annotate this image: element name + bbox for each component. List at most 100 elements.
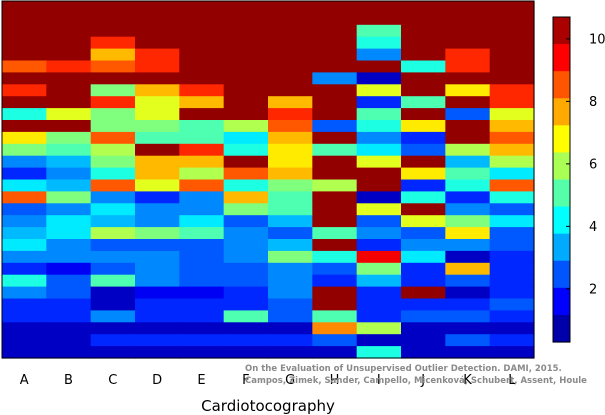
- heatmap-cell: [401, 322, 446, 335]
- heatmap-cell: [401, 346, 446, 359]
- heatmap-cell: [312, 250, 358, 264]
- heatmap-cell: [2, 120, 47, 133]
- heatmap-cell: [312, 346, 358, 359]
- heatmap-cell: [312, 179, 358, 192]
- colorbar-segment: [553, 260, 570, 289]
- heatmap-cell: [2, 310, 47, 323]
- heatmap-cell: [135, 250, 180, 264]
- heatmap-cell: [401, 1, 446, 14]
- heatmap-cell: [312, 60, 358, 73]
- heatmap-cell: [489, 298, 535, 311]
- heatmap-cell: [356, 72, 402, 85]
- heatmap-cell: [445, 227, 491, 240]
- heatmap-cell: [445, 24, 491, 38]
- x-tick-labels: A B C D E F G H I J K L: [20, 373, 516, 388]
- heatmap-cell: [135, 346, 180, 359]
- heatmap-cell: [179, 84, 225, 97]
- heatmap-cell: [223, 84, 269, 97]
- heatmap-cell: [312, 239, 358, 252]
- heatmap-cell: [401, 72, 446, 85]
- heatmap-cell: [179, 72, 225, 85]
- heatmap-cell: [312, 24, 358, 38]
- x-tick-label: I: [377, 373, 381, 388]
- heatmap-cell: [312, 120, 358, 133]
- heatmap-cell: [135, 143, 180, 157]
- heatmap-cell: [90, 298, 136, 311]
- heatmap-cell: [268, 298, 313, 311]
- x-tick-label: H: [330, 373, 340, 388]
- heatmap-cell: [2, 131, 47, 145]
- heatmap-cell: [135, 1, 180, 14]
- heatmap-cell: [179, 227, 225, 240]
- colorbar-tick-label: 4: [589, 220, 597, 235]
- heatmap-cell: [179, 96, 225, 109]
- x-tick-label: C: [108, 373, 117, 388]
- colorbar-segment: [553, 125, 570, 154]
- heatmap-cell: [489, 286, 535, 300]
- heatmap-cell: [223, 262, 269, 276]
- heatmap-cell: [179, 120, 225, 133]
- heatmap-cell: [356, 286, 402, 300]
- heatmap-cell: [46, 262, 92, 276]
- heatmap-cell: [2, 167, 47, 181]
- heatmap-cell: [445, 72, 491, 85]
- heatmap-cell: [356, 179, 402, 192]
- heatmap-cell: [312, 155, 358, 169]
- heatmap-cell: [356, 120, 402, 133]
- heatmap-cell: [401, 239, 446, 252]
- heatmap-cell: [268, 346, 313, 359]
- heatmap-cell: [445, 191, 491, 204]
- heatmap-cell: [268, 262, 313, 276]
- heatmap-cell: [356, 48, 402, 62]
- heatmap-cell: [135, 84, 180, 97]
- heatmap-cell: [356, 84, 402, 97]
- heatmap-cell: [489, 36, 535, 50]
- heatmap-cell: [312, 48, 358, 62]
- heatmap-cell: [223, 203, 269, 216]
- heatmap-cell: [46, 203, 92, 216]
- heatmap-cell: [2, 108, 47, 121]
- heatmap-cell: [356, 143, 402, 157]
- heatmap-cell: [179, 274, 225, 288]
- heatmap-cell: [135, 286, 180, 300]
- heatmap-cell: [46, 1, 92, 14]
- heatmap-cell: [445, 346, 491, 359]
- colorbar-segment: [553, 98, 570, 126]
- heatmap-cell: [489, 191, 535, 204]
- heatmap-cell: [46, 191, 92, 204]
- colorbar-segment: [553, 44, 570, 72]
- heatmap-cell: [90, 120, 136, 133]
- heatmap-cell: [46, 298, 92, 311]
- heatmap-cell: [312, 108, 358, 121]
- heatmap-cell: [135, 60, 180, 73]
- heatmap-cell: [2, 36, 47, 50]
- heatmap-cell: [312, 191, 358, 204]
- heatmap-cell: [445, 96, 491, 109]
- heatmap-cell: [223, 60, 269, 73]
- heatmap-cell: [46, 108, 92, 121]
- heatmap-cell: [90, 227, 136, 240]
- heatmap-cell: [90, 215, 136, 228]
- heatmap-cell: [356, 274, 402, 288]
- x-tick-label: K: [463, 373, 472, 388]
- heatmap-cell: [401, 120, 446, 133]
- heatmap-cell: [268, 239, 313, 252]
- heatmap-cell: [46, 167, 92, 181]
- heatmap-cell: [268, 167, 313, 181]
- heatmap-cell: [312, 1, 358, 14]
- heatmap-cell: [179, 322, 225, 335]
- heatmap-cell: [489, 262, 535, 276]
- heatmap-cell: [179, 215, 225, 228]
- heatmap-cell: [489, 1, 535, 14]
- heatmap-cell: [2, 215, 47, 228]
- heatmap-cell: [179, 239, 225, 252]
- heatmap-cell: [268, 12, 313, 26]
- heatmap-cell: [401, 215, 446, 228]
- heatmap-cell: [135, 96, 180, 109]
- heatmap-cell: [312, 203, 358, 216]
- colorbar-segment: [553, 17, 570, 45]
- heatmap-cell: [90, 143, 136, 157]
- heatmap-cell: [179, 143, 225, 157]
- heatmap-cell: [489, 239, 535, 252]
